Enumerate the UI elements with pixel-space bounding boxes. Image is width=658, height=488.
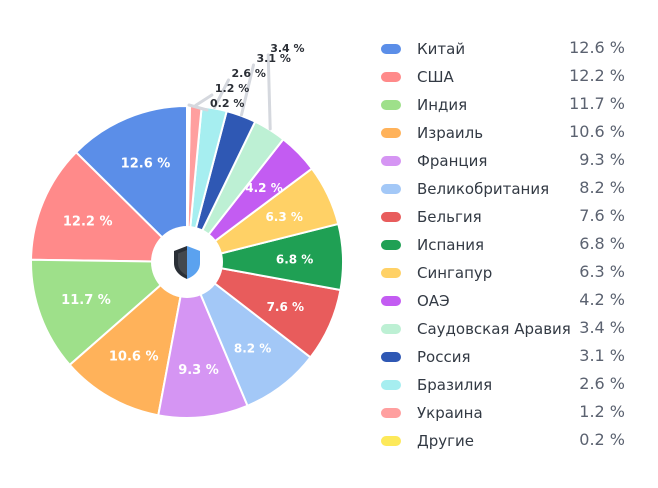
legend-item[interactable]: Китай 12.6 % xyxy=(379,34,649,62)
slice-data-label: 7.6 % xyxy=(267,300,304,314)
legend-value: 9.3 % xyxy=(579,150,625,169)
legend-label: Бельгия xyxy=(417,208,482,226)
legend-value: 7.6 % xyxy=(579,206,625,225)
legend-label: Великобритания xyxy=(417,180,550,198)
legend-label: Бразилия xyxy=(417,376,493,394)
legend-value: 2.6 % xyxy=(579,374,625,393)
legend-value: 0.2 % xyxy=(579,430,625,449)
slice-data-label: 11.7 % xyxy=(61,293,111,308)
legend-swatch xyxy=(381,380,401,390)
legend-item[interactable]: Украина 1.2 % xyxy=(379,398,649,426)
legend-value: 12.2 % xyxy=(569,66,625,85)
label-leader-line xyxy=(187,103,209,112)
legend-swatch xyxy=(381,436,401,446)
legend-item[interactable]: Израиль 10.6 % xyxy=(379,118,649,146)
pie-slice[interactable] xyxy=(157,258,249,419)
legend-swatch xyxy=(381,212,401,222)
legend-item[interactable]: Россия 3.1 % xyxy=(379,342,649,370)
legend-swatch xyxy=(381,72,401,82)
slice-data-label: 12.6 % xyxy=(121,157,171,172)
pie-slice[interactable] xyxy=(74,104,188,265)
slice-data-label: 2.6 % xyxy=(232,67,266,80)
legend-label: Россия xyxy=(417,348,471,366)
legend-label: Сингапур xyxy=(417,264,493,282)
label-leader-line xyxy=(266,53,272,131)
legend-label: Испания xyxy=(417,236,485,254)
legend-item[interactable]: Сингапур 6.3 % xyxy=(379,258,649,286)
legend-item[interactable]: ОАЭ 4.2 % xyxy=(379,286,649,314)
pie-slice[interactable] xyxy=(30,150,190,264)
legend-swatch xyxy=(381,184,401,194)
legend-value: 4.2 % xyxy=(579,290,625,309)
slice-data-label: 10.6 % xyxy=(109,350,159,365)
legend-item[interactable]: Индия 11.7 % xyxy=(379,90,649,118)
legend-item[interactable]: США 12.2 % xyxy=(379,62,649,90)
legend-label: Франция xyxy=(417,152,488,170)
pie-slice[interactable] xyxy=(30,258,190,367)
legend-label: Саудовская Аравия xyxy=(417,320,571,338)
legend-value: 1.2 % xyxy=(579,402,625,421)
slice-data-label: 0.2 % xyxy=(210,97,244,110)
legend-label: Другие xyxy=(417,432,474,450)
legend-label: Индия xyxy=(417,96,468,114)
legend-value: 3.1 % xyxy=(579,346,625,365)
slice-data-label: 12.2 % xyxy=(63,214,113,229)
slice-data-label: 9.3 % xyxy=(178,363,219,378)
legend-swatch xyxy=(381,240,401,250)
legend-swatch xyxy=(381,156,401,166)
legend-value: 8.2 % xyxy=(579,178,625,197)
slice-data-label: 1.2 % xyxy=(215,82,249,95)
slice-data-label: 6.8 % xyxy=(276,253,313,267)
legend-swatch xyxy=(381,296,401,306)
legend-label: США xyxy=(417,68,454,86)
slice-data-label: 8.2 % xyxy=(234,341,271,355)
slice-data-label: 3.1 % xyxy=(257,52,291,65)
slice-data-label: 3.4 % xyxy=(270,42,304,55)
legend-label: Украина xyxy=(417,404,483,422)
pie-slice[interactable] xyxy=(68,259,189,417)
legend-value: 3.4 % xyxy=(579,318,625,337)
legend-item[interactable]: Другие 0.2 % xyxy=(379,426,649,454)
legend-item[interactable]: Бельгия 7.6 % xyxy=(379,202,649,230)
legend-swatch xyxy=(381,128,401,138)
legend-swatch xyxy=(381,408,401,418)
label-leader-line xyxy=(240,63,255,117)
legend: Китай 12.6 % США 12.2 % Индия 11.7 % Израиль 10… xyxy=(379,34,649,454)
slice-data-label: 4.2 % xyxy=(245,181,282,195)
legend-label: Китай xyxy=(417,40,466,58)
shield-icon xyxy=(174,246,200,279)
legend-item[interactable]: Саудовская Аравия 3.4 % xyxy=(379,314,649,342)
legend-label: Израиль xyxy=(417,124,484,142)
legend-item[interactable]: Бразилия 2.6 % xyxy=(379,370,649,398)
slice-data-label: 6.3 % xyxy=(265,210,302,224)
label-leader-line xyxy=(213,78,230,109)
legend-value: 6.3 % xyxy=(579,262,625,281)
legend-value: 11.7 % xyxy=(569,94,625,113)
legend-item[interactable]: Франция 9.3 % xyxy=(379,146,649,174)
legend-swatch xyxy=(381,44,401,54)
legend-swatch xyxy=(381,352,401,362)
label-leader-line xyxy=(194,93,214,107)
legend-label: ОАЭ xyxy=(417,292,450,310)
legend-swatch xyxy=(381,324,401,334)
legend-value: 12.6 % xyxy=(569,38,625,57)
legend-item[interactable]: Испания 6.8 % xyxy=(379,230,649,258)
legend-swatch xyxy=(381,268,401,278)
legend-value: 6.8 % xyxy=(579,234,625,253)
legend-item[interactable]: Великобритания 8.2 % xyxy=(379,174,649,202)
pie-chart: 12.6 % 12.2 % 11.7 % 10.6 % 9.3 % 8.2 % 7.6 % 6… xyxy=(30,42,345,419)
legend-swatch xyxy=(381,100,401,110)
legend-value: 10.6 % xyxy=(569,122,625,141)
